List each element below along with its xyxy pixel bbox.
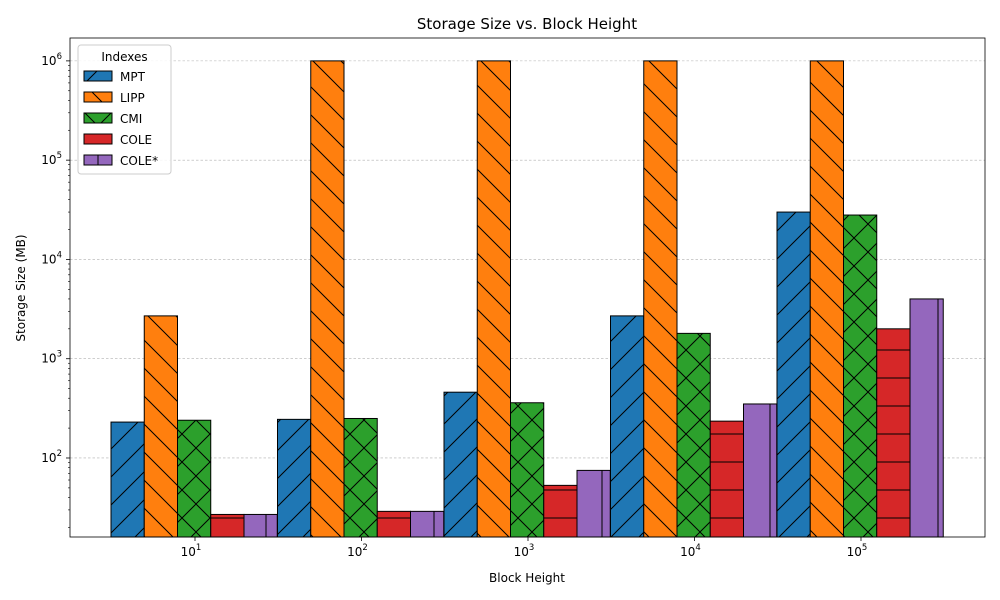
bar-mpt-3 <box>610 315 645 538</box>
legend-swatch <box>83 70 113 82</box>
y-tick-label: 102 <box>41 449 62 465</box>
bar-cole-4 <box>876 328 911 538</box>
bar-cmi-2 <box>510 402 545 538</box>
legend-swatch <box>83 91 113 103</box>
bar-mpt-0 <box>110 421 145 538</box>
bar-cmi-0 <box>177 419 212 538</box>
bar-cole-star-3 <box>743 403 778 538</box>
bar-lipp-3 <box>643 60 678 538</box>
y-tick-label: 104 <box>41 250 62 266</box>
x-tick-label: 101 <box>181 543 202 559</box>
bar-cole-star-1 <box>410 510 445 538</box>
bar-mpt-1 <box>277 418 312 538</box>
bar-cole-0 <box>210 513 245 538</box>
bar-lipp-0 <box>143 315 178 538</box>
bar-cmi-3 <box>676 332 711 538</box>
legend-label: COLE <box>120 133 152 147</box>
x-tick-label: 104 <box>680 543 701 559</box>
chart-title: Storage Size vs. Block Height <box>417 15 637 33</box>
legend-title: Indexes <box>101 50 147 64</box>
bar-cole-star-0 <box>243 513 278 538</box>
legend-label: COLE* <box>120 154 158 168</box>
bar-mpt-4 <box>776 211 811 538</box>
legend-label: LIPP <box>120 91 145 105</box>
legend-label: CMI <box>120 112 142 126</box>
y-tick-label: 106 <box>41 52 62 68</box>
bar-cole-star-2 <box>576 469 611 538</box>
bar-mpt-2 <box>443 391 478 538</box>
x-tick-label: 102 <box>347 543 368 559</box>
legend: Indexes MPT LIPP CMI COLE COLE* <box>77 44 172 175</box>
bar-cmi-4 <box>843 214 878 538</box>
legend-label: MPT <box>120 70 146 84</box>
bar-cmi-1 <box>343 417 378 538</box>
x-tick-label: 105 <box>847 543 868 559</box>
y-tick-label: 105 <box>41 151 62 167</box>
bar-lipp-4 <box>809 60 844 538</box>
plot-frame <box>69 37 986 538</box>
bars <box>110 60 944 538</box>
bar-cole-1 <box>376 510 411 538</box>
legend-swatch <box>83 154 113 166</box>
x-tick-label: 103 <box>514 543 535 559</box>
bar-cole-star-4 <box>909 298 944 538</box>
bar-lipp-1 <box>310 60 345 538</box>
y-tick-label: 103 <box>41 350 62 366</box>
bar-lipp-2 <box>476 60 511 538</box>
legend-swatch <box>83 133 113 145</box>
x-axis-title: Block Height <box>489 571 565 585</box>
legend-swatch <box>83 112 113 124</box>
bar-cole-3 <box>709 420 744 538</box>
y-axis-title: Storage Size (MB) <box>14 234 28 341</box>
bar-cole-2 <box>543 484 578 538</box>
